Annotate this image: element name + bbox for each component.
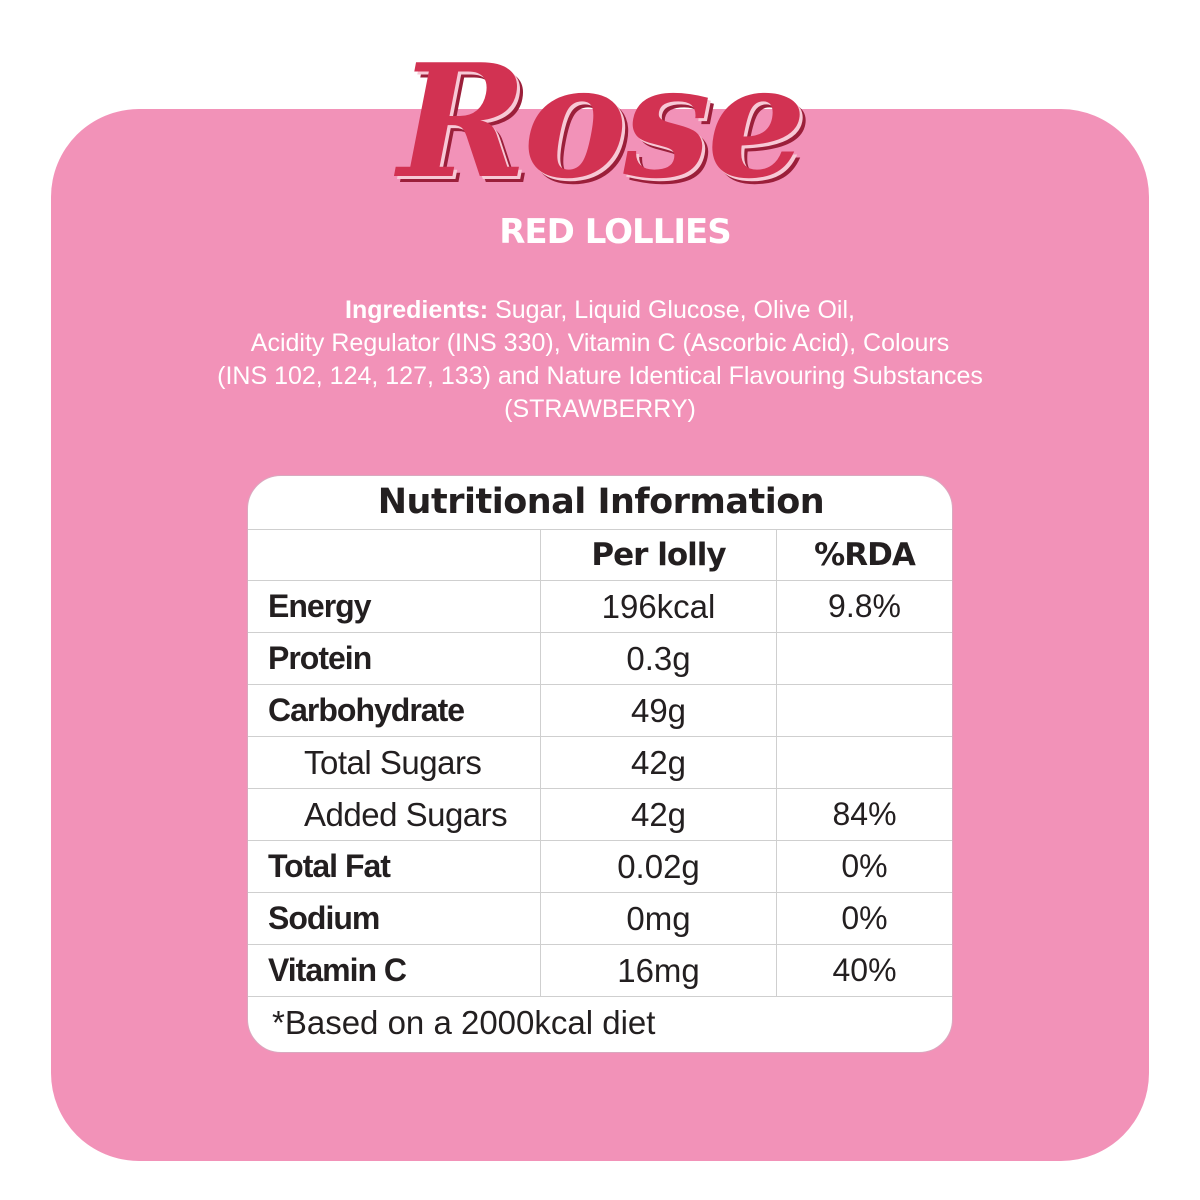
header-nutrient [248, 530, 541, 580]
rda-value: 84% [832, 796, 897, 832]
rda-value: 0% [841, 900, 888, 936]
per-lolly-value: 196kcal [541, 581, 777, 632]
table-row: Total Fat 0.02g 0% [248, 841, 952, 893]
nutrition-grid: Per lolly %RDA Energy 196kcal 9.8% Prote… [248, 529, 952, 997]
table-row: Carbohydrate 49g [248, 685, 952, 737]
nutrient-name: Protein [248, 633, 541, 684]
ingredients-line-1: Ingredients: Sugar, Liquid Glucose, Oliv… [150, 294, 1050, 327]
header-rda: %RDA [814, 537, 916, 573]
ingredients-text: Ingredients: Sugar, Liquid Glucose, Oliv… [150, 294, 1050, 426]
per-lolly-value: 0mg [541, 893, 777, 944]
nutrition-title: Nutritional Information [377, 482, 825, 522]
nutrient-name: Sodium [248, 893, 541, 944]
per-lolly-value: 42g [541, 789, 777, 840]
header-per-lolly: Per lolly [541, 530, 777, 580]
nutrient-name: Carbohydrate [248, 685, 541, 736]
per-lolly-value: 16mg [541, 945, 777, 996]
rda-value: 40% [832, 952, 897, 988]
brand-logo: Rose RED LOLLIES [340, 22, 860, 262]
rda-value: 0% [841, 848, 888, 884]
rda-value [777, 633, 952, 684]
ingredients-list-1: Sugar, Liquid Glucose, Olive Oil, [495, 296, 855, 324]
nutrition-table: Nutritional Information Per lolly %RDA E… [247, 475, 953, 1053]
footnote: *Based on a 2000kcal diet [272, 1004, 656, 1041]
table-row: Sodium 0mg 0% [248, 893, 952, 945]
per-lolly-value: 0.02g [541, 841, 777, 892]
rda-value [777, 737, 952, 788]
nutrient-name: Total Sugars [248, 737, 541, 788]
table-row: Protein 0.3g [248, 633, 952, 685]
ingredients-line-2: Acidity Regulator (INS 330), Vitamin C (… [250, 329, 950, 357]
nutrient-name: Added Sugars [248, 789, 541, 840]
nutrient-name: Total Fat [248, 841, 541, 892]
table-row: Energy 196kcal 9.8% [248, 581, 952, 633]
nutrient-name: Vitamin C [248, 945, 541, 996]
brand-subtitle: RED LOLLIES [499, 212, 732, 252]
rda-value [777, 685, 952, 736]
brand-name: Rose [397, 30, 807, 213]
table-row: Added Sugars 42g 84% [248, 789, 952, 841]
table-header-row: Per lolly %RDA [248, 529, 952, 581]
rda-value: 9.8% [828, 588, 901, 624]
per-lolly-value: 49g [541, 685, 777, 736]
ingredients-line-4: (STRAWBERRY) [504, 395, 696, 423]
per-lolly-value: 0.3g [541, 633, 777, 684]
table-row: Vitamin C 16mg 40% [248, 945, 952, 997]
per-lolly-value: 42g [541, 737, 777, 788]
ingredients-line-3: (INS 102, 124, 127, 133) and Nature Iden… [217, 362, 983, 390]
table-row: Total Sugars 42g [248, 737, 952, 789]
ingredients-label: Ingredients: [345, 296, 489, 324]
nutrient-name: Energy [248, 581, 541, 632]
